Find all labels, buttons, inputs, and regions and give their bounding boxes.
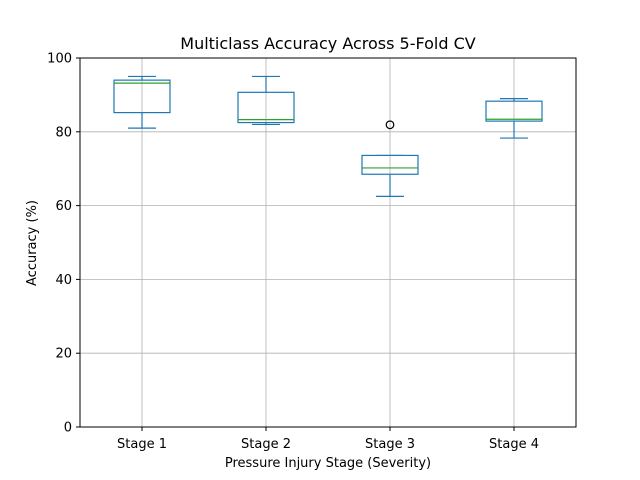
chart-title: Multiclass Accuracy Across 5-Fold CV (180, 34, 476, 53)
y-tick-label-5: 100 (47, 52, 72, 67)
box-group-4 (485, 97, 543, 139)
y-tick-label-2: 40 (55, 273, 72, 288)
iqr-box (113, 79, 171, 114)
y-tick-label-0: 0 (64, 421, 72, 436)
box-group-1 (113, 75, 171, 129)
x-tick-label-1: Stage 2 (241, 437, 291, 452)
x-axis-label: Pressure Injury Stage (Severity) (225, 456, 431, 471)
y-tick-label-4: 80 (55, 125, 72, 140)
iqr-box (361, 154, 419, 175)
iqr-box (485, 100, 543, 122)
outlier-point-1 (385, 120, 395, 130)
x-tick-label-2: Stage 3 (365, 437, 415, 452)
x-tick-label-3: Stage 4 (489, 437, 539, 452)
iqr-box (237, 91, 295, 124)
box-group-3 (361, 120, 419, 197)
axis-layer: 0 20 40 60 80 100 Stage 1 Stage 2 Stage 3 Stage 4 (47, 52, 577, 452)
box-layer (113, 75, 543, 197)
y-axis-label: Accuracy (%) (25, 200, 40, 286)
x-tick-label-0: Stage 1 (117, 437, 167, 452)
box-group-2 (237, 75, 295, 126)
y-tick-label-3: 60 (55, 199, 72, 214)
y-tick-label-1: 20 (55, 347, 72, 362)
plot-frame (79, 57, 577, 428)
